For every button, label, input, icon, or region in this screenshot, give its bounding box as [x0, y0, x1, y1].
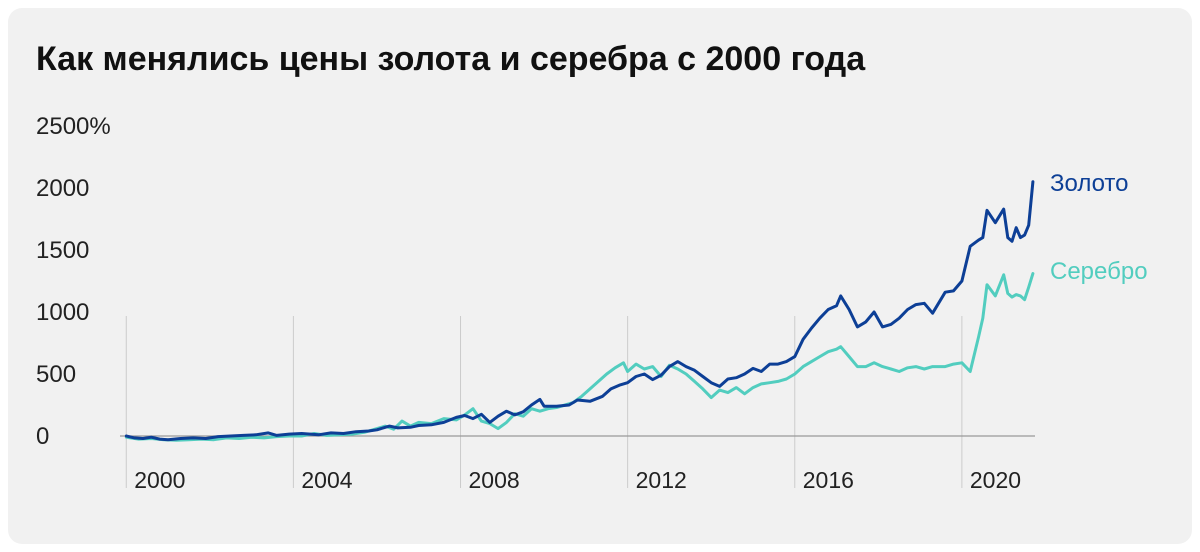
series-layer — [124, 180, 1035, 442]
x-tick-label-2000: 2000 — [134, 467, 185, 493]
y-tick-label-2500: 2500% — [36, 113, 111, 140]
x-tick-label-2012: 2012 — [636, 467, 687, 493]
axis-layer: 2000 2004 2008 2012 2016 2020 0 500 1000 1500 2000… — [36, 113, 1035, 493]
series-label-gold: Золото — [1050, 170, 1128, 197]
x-tick-label-2016: 2016 — [803, 467, 854, 493]
series-line-gold — [124, 180, 1035, 442]
x-tick-label-2020: 2020 — [970, 467, 1021, 493]
series-line-silver — [124, 272, 1035, 442]
x-tick-label-2008: 2008 — [469, 467, 520, 493]
x-tick-label-2004: 2004 — [301, 467, 352, 493]
chart-card — [8, 8, 1192, 544]
y-tick-label-500: 500 — [36, 361, 76, 388]
y-tick-label-1500: 1500 — [36, 237, 89, 264]
y-tick-label-0: 0 — [36, 423, 49, 450]
y-tick-label-1000: 1000 — [36, 299, 89, 326]
label-layer: Золото Серебро — [1050, 170, 1148, 285]
chart-title: Как менялись цены золота и серебра с 200… — [36, 40, 866, 78]
grid-layer — [125, 316, 963, 488]
y-tick-label-2000: 2000 — [36, 175, 89, 202]
series-label-silver: Серебро — [1050, 258, 1148, 285]
